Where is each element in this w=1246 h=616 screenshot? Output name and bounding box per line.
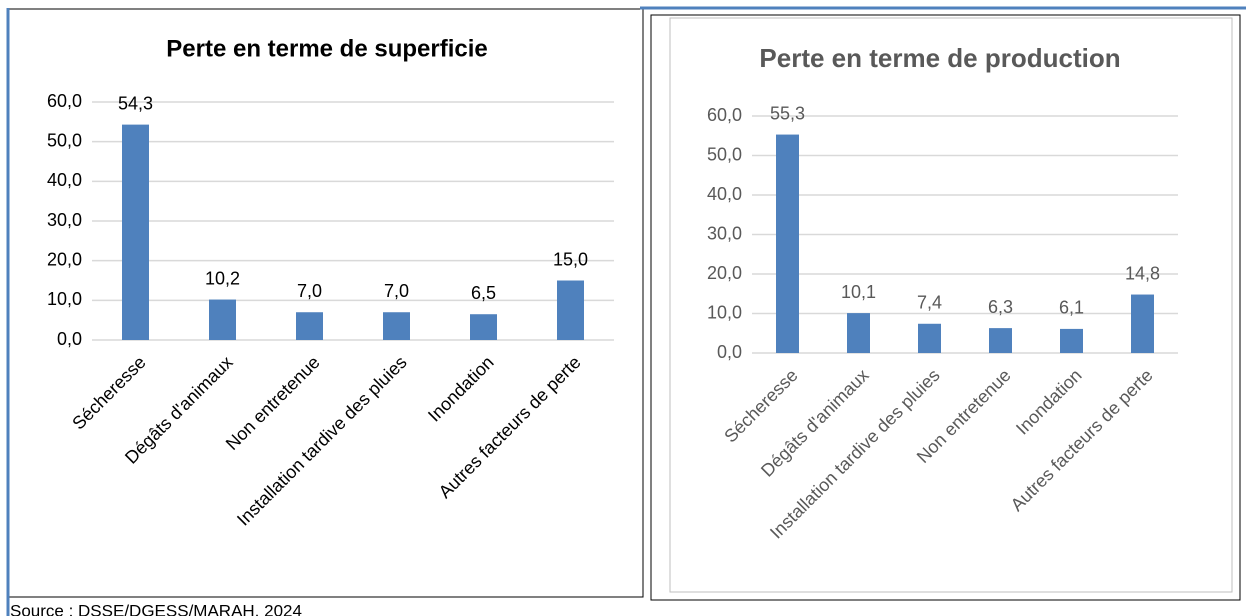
left-frame — [7, 8, 644, 598]
y-tick-label: 60,0 — [47, 91, 82, 111]
right-frame — [650, 14, 1241, 601]
x-tick-label: Sécheresse — [68, 352, 149, 433]
y-tick-label: 0,0 — [717, 342, 742, 362]
y-tick-label: 10,0 — [707, 302, 742, 322]
bar — [1060, 328, 1083, 353]
bar — [918, 323, 941, 353]
data-label: 15,0 — [553, 249, 588, 269]
data-label: 6,1 — [1059, 298, 1084, 318]
y-tick-label: 30,0 — [47, 210, 82, 230]
y-tick-label: 30,0 — [707, 223, 742, 243]
bar — [383, 312, 410, 340]
chart-title: Perte en terme de superficie — [166, 35, 487, 62]
data-label: 55,3 — [770, 103, 805, 123]
bar — [847, 313, 870, 353]
right-inner-frame — [669, 17, 1233, 593]
bar — [209, 299, 236, 340]
data-label: 6,5 — [471, 283, 496, 303]
x-tick-label: Autres facteurs de perte — [435, 352, 585, 502]
source-note: Source : DSSE/DGESS/MARAH, 2024 — [10, 601, 302, 616]
y-tick-label: 20,0 — [47, 249, 82, 269]
y-tick-label: 40,0 — [707, 184, 742, 204]
bar — [1131, 294, 1154, 353]
bar — [776, 134, 799, 353]
x-tick-label: Installation tardive des pluies — [233, 352, 411, 530]
y-tick-label: 20,0 — [707, 263, 742, 283]
data-label: 6,3 — [988, 297, 1013, 317]
y-tick-label: 50,0 — [707, 144, 742, 164]
bar — [122, 124, 149, 340]
data-label: 54,3 — [118, 93, 153, 113]
y-tick-label: 0,0 — [57, 329, 82, 349]
bar — [989, 328, 1012, 353]
chart-title: Perte en terme de production — [759, 43, 1120, 73]
x-tick-label: Autres facteurs de perte — [1007, 365, 1157, 515]
y-tick-label: 10,0 — [47, 289, 82, 309]
bar — [470, 314, 497, 340]
x-tick-label: Inondation — [1012, 365, 1086, 439]
bar — [557, 280, 584, 340]
data-label: 7,0 — [384, 281, 409, 301]
x-tick-label: Inondation — [424, 352, 498, 426]
y-tick-label: 60,0 — [707, 105, 742, 125]
bar — [296, 312, 323, 340]
y-tick-label: 50,0 — [47, 130, 82, 150]
data-label: 7,4 — [917, 293, 942, 313]
data-label: 10,2 — [205, 268, 240, 288]
x-tick-label: Non entretenue — [222, 352, 324, 454]
data-label: 7,0 — [297, 281, 322, 301]
data-label: 14,8 — [1125, 263, 1160, 283]
y-tick-label: 40,0 — [47, 170, 82, 190]
data-label: 10,1 — [841, 282, 876, 302]
